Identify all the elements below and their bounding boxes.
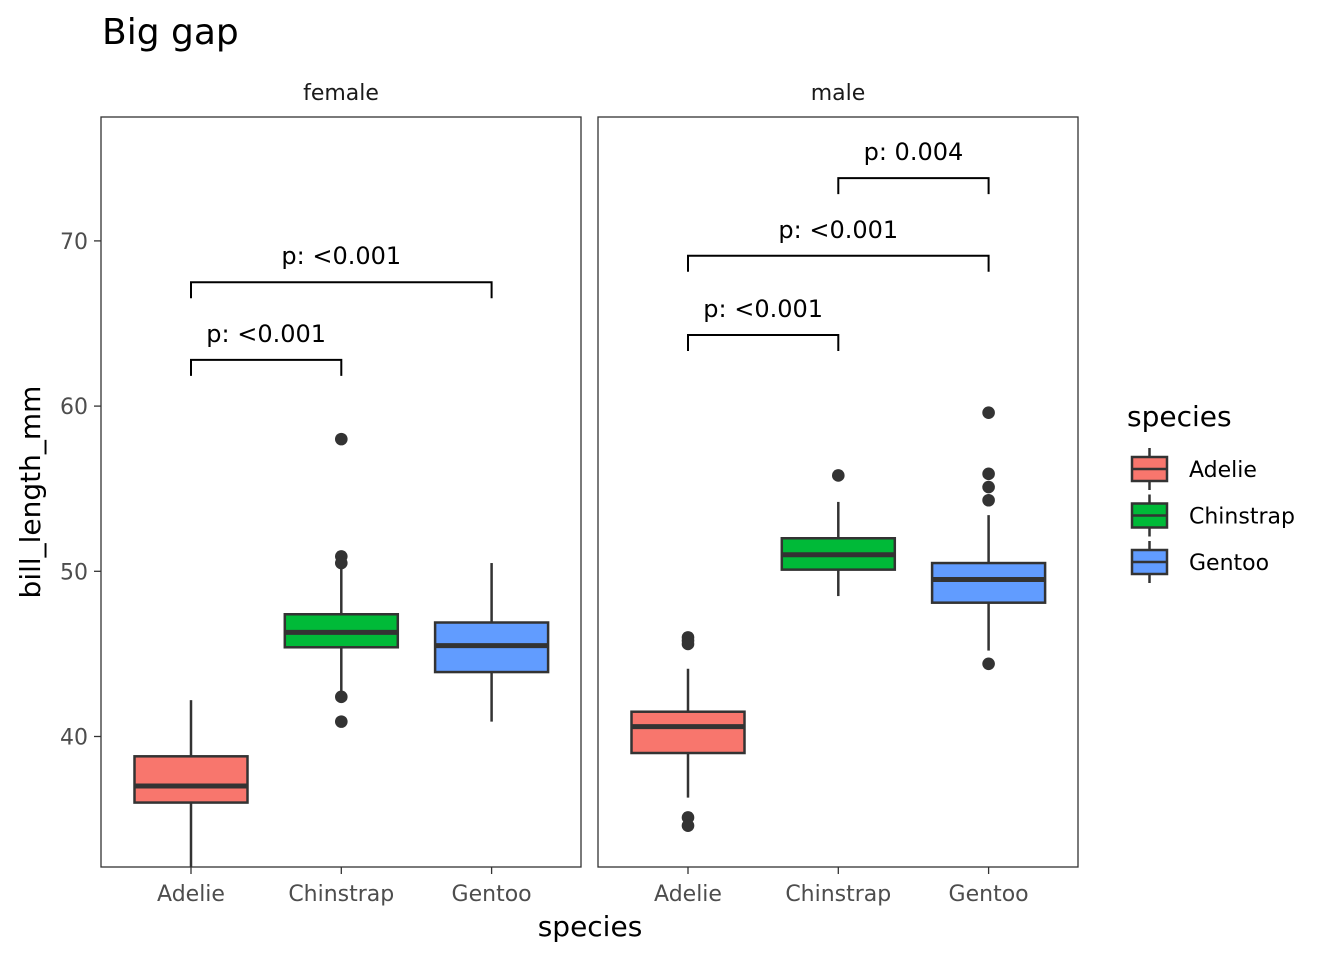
iqr-box (630, 710, 746, 755)
bracket-line (687, 334, 840, 352)
outlier-point (982, 493, 995, 507)
panel-male: male p: <0.001 p: <0.001 p: 0.004 Adelie Chin… (597, 81, 1079, 907)
x-tick-label: Chinstrap (785, 882, 891, 907)
legend-title: species (1127, 400, 1232, 433)
y-tick-label: 50 (60, 560, 88, 585)
legend: species Adelie Chinstrap Gentoo (1127, 400, 1295, 583)
outlier-point (832, 469, 845, 482)
box-female-gentoo (433, 563, 550, 722)
x-axis-title: species (538, 910, 643, 943)
box-male-chinstrap (780, 469, 897, 597)
p-value-label: p: 0.004 (864, 138, 964, 166)
iqr-box (930, 561, 1047, 604)
bracket-line (687, 254, 990, 272)
outlier-point (982, 480, 995, 494)
facet-panels: female p: <0.001 p: <0.001 Adelie Chinstrap G… (60, 81, 1079, 907)
p-value-label: p: <0.001 (703, 295, 823, 323)
y-tick-label: 60 (60, 395, 88, 420)
outlier-point (681, 819, 695, 833)
outlier-point (335, 556, 348, 570)
facet-strip-label: female (303, 81, 379, 106)
chart-title: Big gap (102, 12, 239, 53)
significance-bracket: p: <0.001 (190, 320, 343, 376)
legend-item-label: Chinstrap (1189, 505, 1295, 530)
legend-item-label: Adelie (1189, 458, 1257, 483)
p-value-label: p: <0.001 (206, 320, 326, 348)
outlier-point (681, 637, 695, 651)
significance-bracket: p: <0.001 (190, 242, 493, 299)
outlier-point (982, 406, 995, 420)
legend-item-label: Gentoo (1189, 551, 1269, 576)
significance-bracket: p: <0.001 (687, 295, 840, 352)
y-tick-label: 70 (60, 230, 88, 255)
outlier-point (335, 690, 348, 704)
x-tick-label: Gentoo (949, 882, 1029, 907)
x-tick-label: Adelie (654, 882, 722, 907)
p-value-label: p: <0.001 (778, 216, 898, 244)
facet-strip-label: male (811, 81, 866, 106)
box-female-adelie (133, 700, 249, 867)
box-male-adelie (630, 631, 746, 833)
outlier-point (335, 432, 348, 446)
significance-bracket: p: <0.001 (687, 216, 990, 272)
box-female-chinstrap (283, 432, 400, 728)
box-male-gentoo (930, 406, 1047, 671)
panel-border (100, 116, 582, 868)
legend-item-gentoo: Gentoo (1130, 541, 1269, 583)
y-tick-label: 40 (60, 725, 88, 750)
y-axis-title: bill_length_mm (14, 386, 47, 599)
panel-female: female p: <0.001 p: <0.001 Adelie Chinstrap G… (60, 81, 582, 907)
legend-item-chinstrap: Chinstrap (1130, 494, 1295, 537)
significance-bracket: p: 0.004 (837, 138, 990, 195)
x-tick-label: Chinstrap (288, 882, 394, 907)
bracket-line (190, 281, 493, 299)
p-value-label: p: <0.001 (281, 242, 401, 270)
outlier-point (982, 467, 995, 481)
x-tick-label: Gentoo (452, 882, 532, 907)
bracket-line (190, 358, 343, 376)
iqr-box (133, 755, 249, 804)
outlier-point (982, 657, 995, 671)
x-tick-label: Adelie (157, 882, 225, 907)
bracket-line (837, 177, 990, 195)
legend-item-adelie: Adelie (1130, 448, 1257, 490)
outlier-point (335, 715, 348, 728)
